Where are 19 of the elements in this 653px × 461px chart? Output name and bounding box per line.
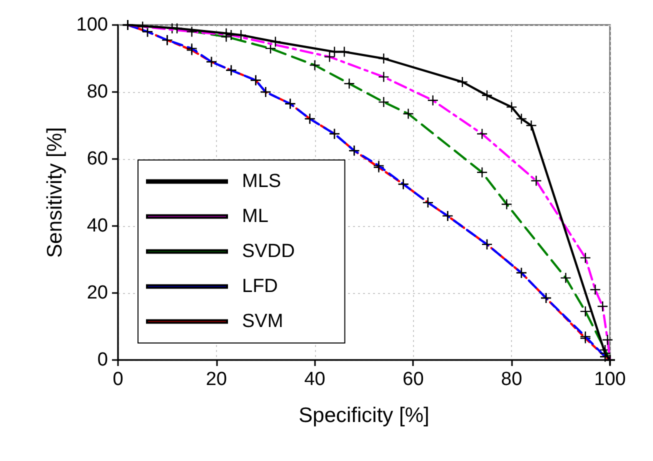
y-axis-title: Sensitivity [%] bbox=[43, 127, 66, 258]
x-tick-label: 80 bbox=[501, 369, 522, 390]
x-tick-label: 0 bbox=[112, 369, 124, 390]
legend-label: LFD bbox=[242, 276, 278, 297]
x-axis-title: Specificity [%] bbox=[298, 404, 430, 427]
y-tick-label: 60 bbox=[86, 148, 108, 170]
x-tick-label: 40 bbox=[304, 369, 326, 390]
x-tick-label: 20 bbox=[206, 369, 227, 390]
x-tick-label: 60 bbox=[402, 369, 424, 390]
y-tick-label: 100 bbox=[76, 14, 108, 36]
x-tick-label: 100 bbox=[594, 369, 626, 390]
y-tick-label: 20 bbox=[86, 282, 108, 304]
y-tick-label: 40 bbox=[86, 216, 108, 236]
legend-label: SVDD bbox=[242, 241, 295, 262]
legend-label: SVM bbox=[242, 311, 284, 332]
y-tick-label: 0 bbox=[97, 350, 108, 370]
y-tick-label: 80 bbox=[86, 82, 108, 102]
legend-label: MLS bbox=[242, 171, 282, 192]
legend-label: ML bbox=[242, 206, 268, 227]
